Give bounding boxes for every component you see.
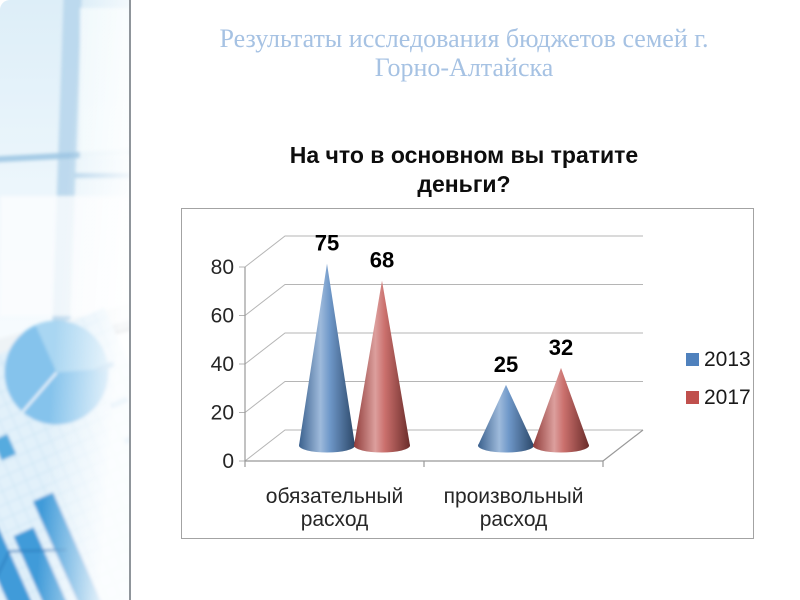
gridline — [239, 332, 643, 365]
slide-title-line1: Результаты исследования бюджетов семей г… — [219, 24, 709, 53]
category-label: обязательный — [266, 485, 403, 508]
axes — [244, 267, 644, 467]
category-label: расход — [301, 508, 369, 531]
gridline — [239, 381, 643, 413]
cone-2013-cat2: 25 — [478, 352, 534, 453]
legend-label-2013: 2013 — [704, 348, 751, 371]
gridline — [239, 429, 643, 462]
sidebar-photo-image — [0, 0, 129, 600]
floor-right-edge — [602, 429, 644, 462]
y-tick-label: 20 — [211, 402, 234, 425]
photo-fade-overlay — [0, 0, 129, 600]
gridlines — [239, 235, 643, 462]
data-label: 25 — [494, 352, 518, 377]
legend: 2013 2017 — [686, 348, 751, 409]
cone-2017-cat2: 32 — [533, 335, 589, 453]
data-label: 68 — [370, 248, 394, 273]
slide-title-line2: Горно-Алтайска — [374, 53, 554, 82]
chart: 0 20 40 60 80 75 68 обязательный расход 25 32 произ… — [181, 208, 754, 539]
category-label: произвольный — [444, 485, 584, 508]
y-tick-labels: 0 20 40 60 80 — [211, 256, 234, 473]
y-tick-label: 40 — [211, 353, 234, 376]
data-label: 32 — [549, 335, 573, 360]
cone-2017-cat1: 68 — [354, 248, 410, 453]
legend-swatch-2017 — [686, 391, 699, 404]
y-tick-label: 0 — [222, 450, 234, 473]
category-label: расход — [480, 508, 548, 531]
gridline — [239, 284, 643, 316]
cone-2013-cat1: 75 — [299, 231, 355, 453]
gridline — [239, 235, 643, 268]
chart-title-line1: На что в основном вы тратите — [289, 142, 639, 168]
chart-title-line2: деньги? — [417, 171, 511, 197]
legend-label-2017: 2017 — [704, 386, 751, 409]
slide-title: Результаты исследования бюджетов семей г… — [130, 24, 798, 82]
sidebar-photo — [0, 0, 131, 600]
y-tick-label: 80 — [211, 256, 234, 279]
y-tick-label: 60 — [211, 305, 234, 328]
cone-chart-canvas: 0204060807568обязательныйрасход2532произ… — [211, 231, 751, 531]
chart-title: На что в основном вы тратите деньги? — [130, 141, 798, 199]
data-label: 75 — [315, 231, 339, 256]
legend-swatch-2013 — [686, 353, 699, 366]
